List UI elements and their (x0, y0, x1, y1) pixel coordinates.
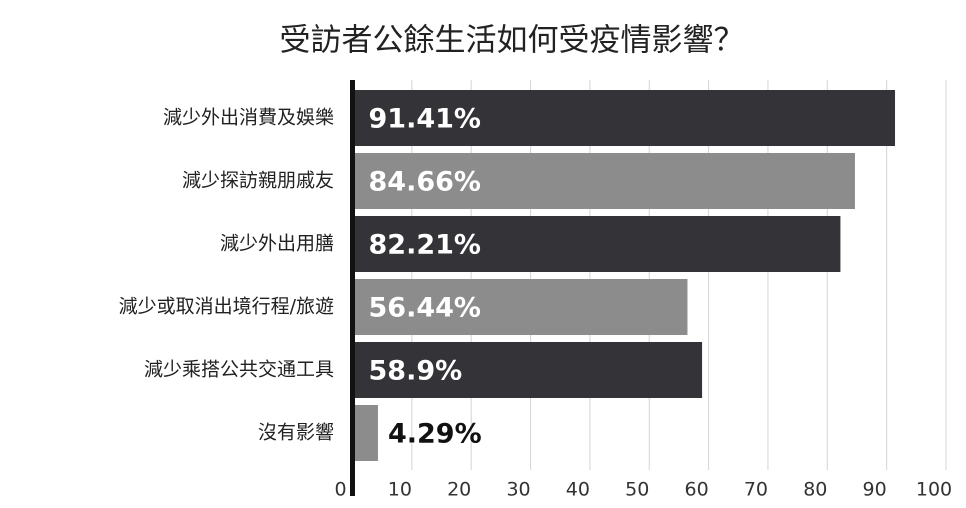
x-tick-label: 50 (625, 479, 649, 501)
x-tick-label: 0 (334, 479, 346, 501)
x-tick-label: 80 (803, 479, 827, 501)
y-tick-label: 減少外出用膳 (220, 233, 334, 255)
y-tick-label: 沒有影響 (258, 422, 334, 444)
y-tick-label: 減少或取消出境行程/旅遊 (119, 296, 334, 318)
x-tick-label: 100 (916, 479, 952, 501)
bar (352, 342, 703, 398)
value-label: 84.66% (369, 167, 481, 198)
value-label: 4.29% (388, 419, 482, 450)
value-label: 82.21% (369, 230, 481, 261)
bar (352, 90, 896, 146)
x-tick-label: 20 (447, 479, 471, 501)
chart-title: 受訪者公餘生活如何受疫情影響？ (280, 23, 745, 59)
bar (352, 216, 841, 272)
x-tick-label: 30 (506, 479, 530, 501)
bar (352, 153, 855, 209)
value-label: 56.44% (369, 293, 481, 324)
bar (352, 279, 688, 335)
x-tick-label: 10 (388, 479, 412, 501)
value-label: 91.41% (369, 104, 481, 135)
value-label: 58.9% (369, 356, 463, 387)
y-tick-label: 減少探訪親朋戚友 (182, 170, 334, 192)
y-tick-label: 減少乘搭公共交通工具 (144, 359, 334, 381)
bar (352, 405, 378, 461)
x-tick-label: 70 (744, 479, 768, 501)
x-tick-label: 60 (685, 479, 709, 501)
y-tick-label: 減少外出消費及娛樂 (163, 107, 334, 129)
x-tick-label: 90 (863, 479, 887, 501)
x-tick-label: 40 (566, 479, 590, 501)
